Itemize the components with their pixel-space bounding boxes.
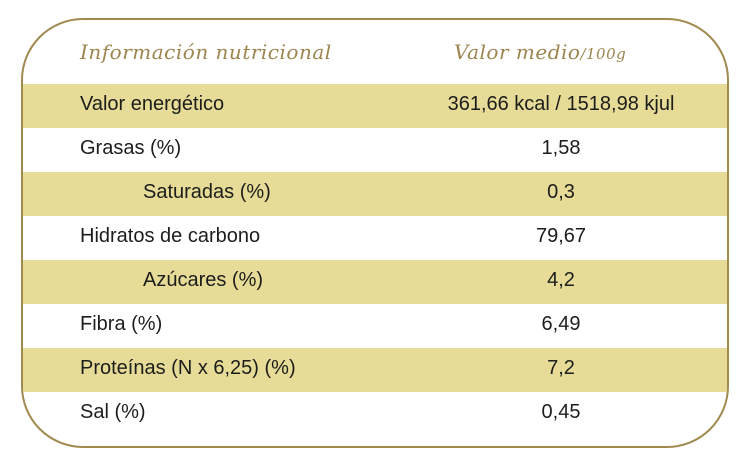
table-header: Información nutricional Valor medio/100g [23,20,727,84]
header-average-value: Valor medio/100g [454,40,626,64]
row-value: 361,66 kcal / 1518,98 kjul [447,93,675,115]
row-value: 0,45 [541,401,581,423]
row-label: Sal (%) [80,401,146,423]
row-value: 1,58 [541,137,581,159]
row-label: Valor energético [80,93,225,115]
row-value: 7,2 [547,357,575,379]
table-row: Valor energético 361,66 kcal / 1518,98 k… [23,84,727,128]
header-nutrition-info: Información nutricional [80,40,332,64]
row-label: Fibra (%) [80,313,163,335]
table-row: Sal (%) 0,45 [23,392,727,436]
header-unit: /100g [580,45,627,63]
row-value: 6,49 [541,313,581,335]
nutrition-table-card: Información nutricional Valor medio/100g… [21,18,729,448]
row-value: 0,3 [547,181,575,203]
table-row: Grasas (%) 1,58 [23,128,727,172]
row-label: Grasas (%) [80,137,182,159]
header-average-value-label: Valor medio [454,40,581,64]
table-row: Azúcares (%) 4,2 [23,260,727,304]
table-row: Hidratos de carbono 79,67 [23,216,727,260]
row-label: Saturadas (%) [143,181,271,203]
row-label: Azúcares (%) [143,269,264,291]
row-value: 79,67 [535,225,587,247]
table-row: Proteínas (N x 6,25) (%) 7,2 [23,348,727,392]
row-label: Hidratos de carbono [80,225,261,247]
table-row: Saturadas (%) 0,3 [23,172,727,216]
row-label: Proteínas (N x 6,25) (%) [80,357,296,379]
row-value: 4,2 [547,269,575,291]
table-row: Fibra (%) 6,49 [23,304,727,348]
